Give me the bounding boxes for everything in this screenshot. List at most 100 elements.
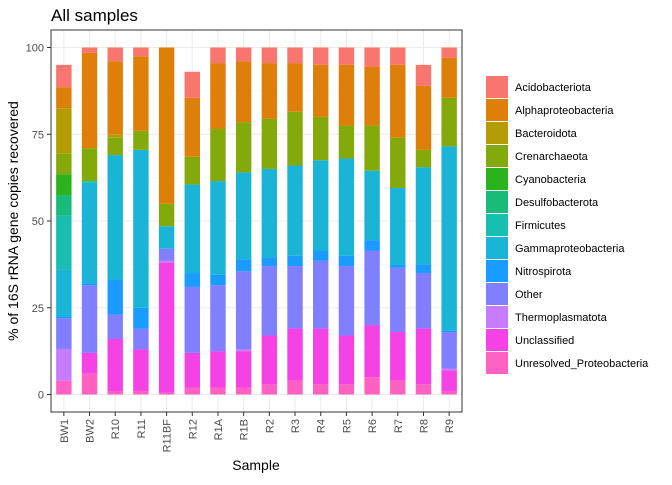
legend-label: Nitrospirota: [515, 266, 572, 278]
bar-segment-other: [107, 314, 123, 339]
bar-segment-alphaproteobacteria: [107, 61, 123, 135]
x-tick-label: R4: [316, 419, 328, 433]
legend-label: Desulfobacterota: [515, 197, 599, 209]
legend-label: Other: [515, 289, 543, 301]
bar-segment-nitrospirota: [364, 240, 380, 251]
legend-item: Alphaproteobacteria: [486, 99, 614, 121]
bar-segment-gammaproteobacteria: [338, 158, 355, 256]
x-tick-label: R1A: [213, 418, 225, 440]
bar-segment-acidobacteriota: [338, 47, 355, 65]
legend-label: Acidobacteriota: [515, 82, 592, 94]
legend-key: [486, 306, 508, 328]
bar-segment-crenarchaeota: [56, 153, 72, 175]
bar-segment-other: [81, 285, 98, 353]
bar-segment-unresolved-proteobacteria: [364, 377, 380, 395]
bar-segment-other: [184, 286, 200, 353]
bar-segment-alphaproteobacteria: [261, 63, 278, 119]
x-tick-label: R12: [187, 419, 199, 439]
bar-stack-r11bf: [158, 47, 175, 395]
bar-segment-crenarchaeota: [210, 129, 226, 182]
bar-segment-acidobacteriota: [390, 47, 406, 65]
bar-segment-crenarchaeota: [184, 156, 200, 185]
legend-label: Cyanobacteria: [515, 174, 587, 186]
legend-item: Firmicutes: [486, 214, 566, 236]
bar-segment-crenarchaeota: [235, 122, 252, 173]
bar-segment-other: [441, 332, 457, 369]
x-axis: BW1 BW2 R10 R11 R11BF R12 R1A R1B R2 R3 R4 R5 R6 R7 R8…: [59, 412, 456, 452]
x-tick-label: BW1: [59, 419, 71, 443]
bar-segment-acidobacteriota: [81, 47, 98, 53]
bar-segment-gammaproteobacteria: [184, 184, 200, 274]
legend-label: Bacteroidota: [515, 128, 578, 140]
bar-stack-r11: [133, 47, 149, 395]
bar-segment-unclassified: [364, 325, 380, 378]
legend-key: [486, 122, 508, 144]
bar-segment-acidobacteriota: [210, 47, 226, 64]
legend-label: Gammaproteobacteria: [515, 243, 625, 255]
x-tick-label: R11: [136, 419, 148, 438]
bar-segment-unresolved-proteobacteria: [235, 387, 252, 395]
bar-stack-r4: [313, 47, 329, 395]
x-tick-label: R5: [341, 419, 353, 433]
bar-segment-gammaproteobacteria: [235, 172, 252, 260]
y-axis-label: % of 16S rRNA gene copies recovered: [5, 101, 21, 341]
legend-label: Firmicutes: [515, 220, 566, 232]
bar-segment-gammaproteobacteria: [81, 182, 98, 284]
bar-segment-unclassified: [261, 335, 278, 385]
legend-item: Bacteroidota: [486, 122, 578, 144]
bar-segment-nitrospirota: [107, 279, 123, 315]
bar-segment-alphaproteobacteria: [56, 87, 72, 109]
bar-segment-acidobacteriota: [56, 64, 72, 88]
bar-segment-alphaproteobacteria: [133, 56, 149, 131]
bar-segment-unresolved-proteobacteria: [81, 373, 98, 395]
bar-segment-alphaproteobacteria: [158, 47, 175, 204]
bar-segment-crenarchaeota: [390, 137, 406, 189]
bar-segment-unresolved-proteobacteria: [184, 387, 200, 395]
bar-segment-alphaproteobacteria: [235, 61, 252, 123]
bar-segment-unresolved-proteobacteria: [210, 387, 226, 395]
y-tick-label: 100: [26, 43, 44, 55]
legend-key: [486, 329, 508, 351]
legend-key: [486, 99, 508, 121]
x-tick-label: R10: [110, 419, 122, 439]
bar-segment-alphaproteobacteria: [184, 97, 200, 157]
x-tick-label: R11BF: [162, 419, 174, 453]
bar-segment-crenarchaeota: [313, 116, 329, 161]
legend-label: Unclassified: [515, 335, 574, 347]
bar-segment-other: [364, 250, 380, 326]
bar-segment-unresolved-proteobacteria: [107, 391, 123, 395]
y-axis: 0 25 50 75 100: [26, 43, 51, 402]
legend-item: Acidobacteriota: [486, 76, 592, 98]
bar-segment-acidobacteriota: [235, 47, 252, 62]
x-tick-label: R1B: [239, 419, 251, 440]
bar-segment-acidobacteriota: [107, 47, 123, 62]
legend-key: [486, 237, 508, 259]
bar-segment-gammaproteobacteria: [133, 149, 149, 308]
bar-segment-gammaproteobacteria: [390, 188, 406, 265]
bar-segment-unclassified: [210, 351, 226, 388]
bar-segment-nitrospirota: [235, 259, 252, 272]
legend-label: Thermoplasmatota: [515, 312, 608, 324]
bar-segment-gammaproteobacteria: [313, 160, 329, 251]
bar-segment-unresolved-proteobacteria: [261, 384, 278, 395]
legend-item: Thermoplasmatota: [486, 306, 608, 328]
bar-segment-unclassified: [81, 352, 98, 374]
bar-segment-crenarchaeota: [261, 118, 278, 169]
bar-segment-gammaproteobacteria: [287, 165, 303, 256]
bar-segment-unresolved-proteobacteria: [158, 392, 175, 395]
bar-segment-unresolved-proteobacteria: [390, 380, 406, 395]
bar-segment-acidobacteriota: [133, 47, 149, 57]
bar-segment-firmicutes: [56, 215, 72, 270]
bar-stack-r9: [441, 47, 457, 395]
bar-segment-firmicutes: [81, 181, 98, 183]
bar-segment-nitrospirota: [210, 274, 226, 286]
bar-segment-thermoplasmatota: [235, 349, 252, 352]
legend-key: [486, 168, 508, 190]
bar-segment-nitrospirota: [81, 283, 98, 286]
bar-segment-other: [56, 318, 72, 350]
bar-segment-unresolved-proteobacteria: [441, 391, 457, 395]
bar-stack-r1a: [210, 47, 226, 395]
bar-segment-unclassified: [184, 352, 200, 388]
y-tick-label: 50: [32, 216, 44, 228]
legend-key: [486, 283, 508, 305]
